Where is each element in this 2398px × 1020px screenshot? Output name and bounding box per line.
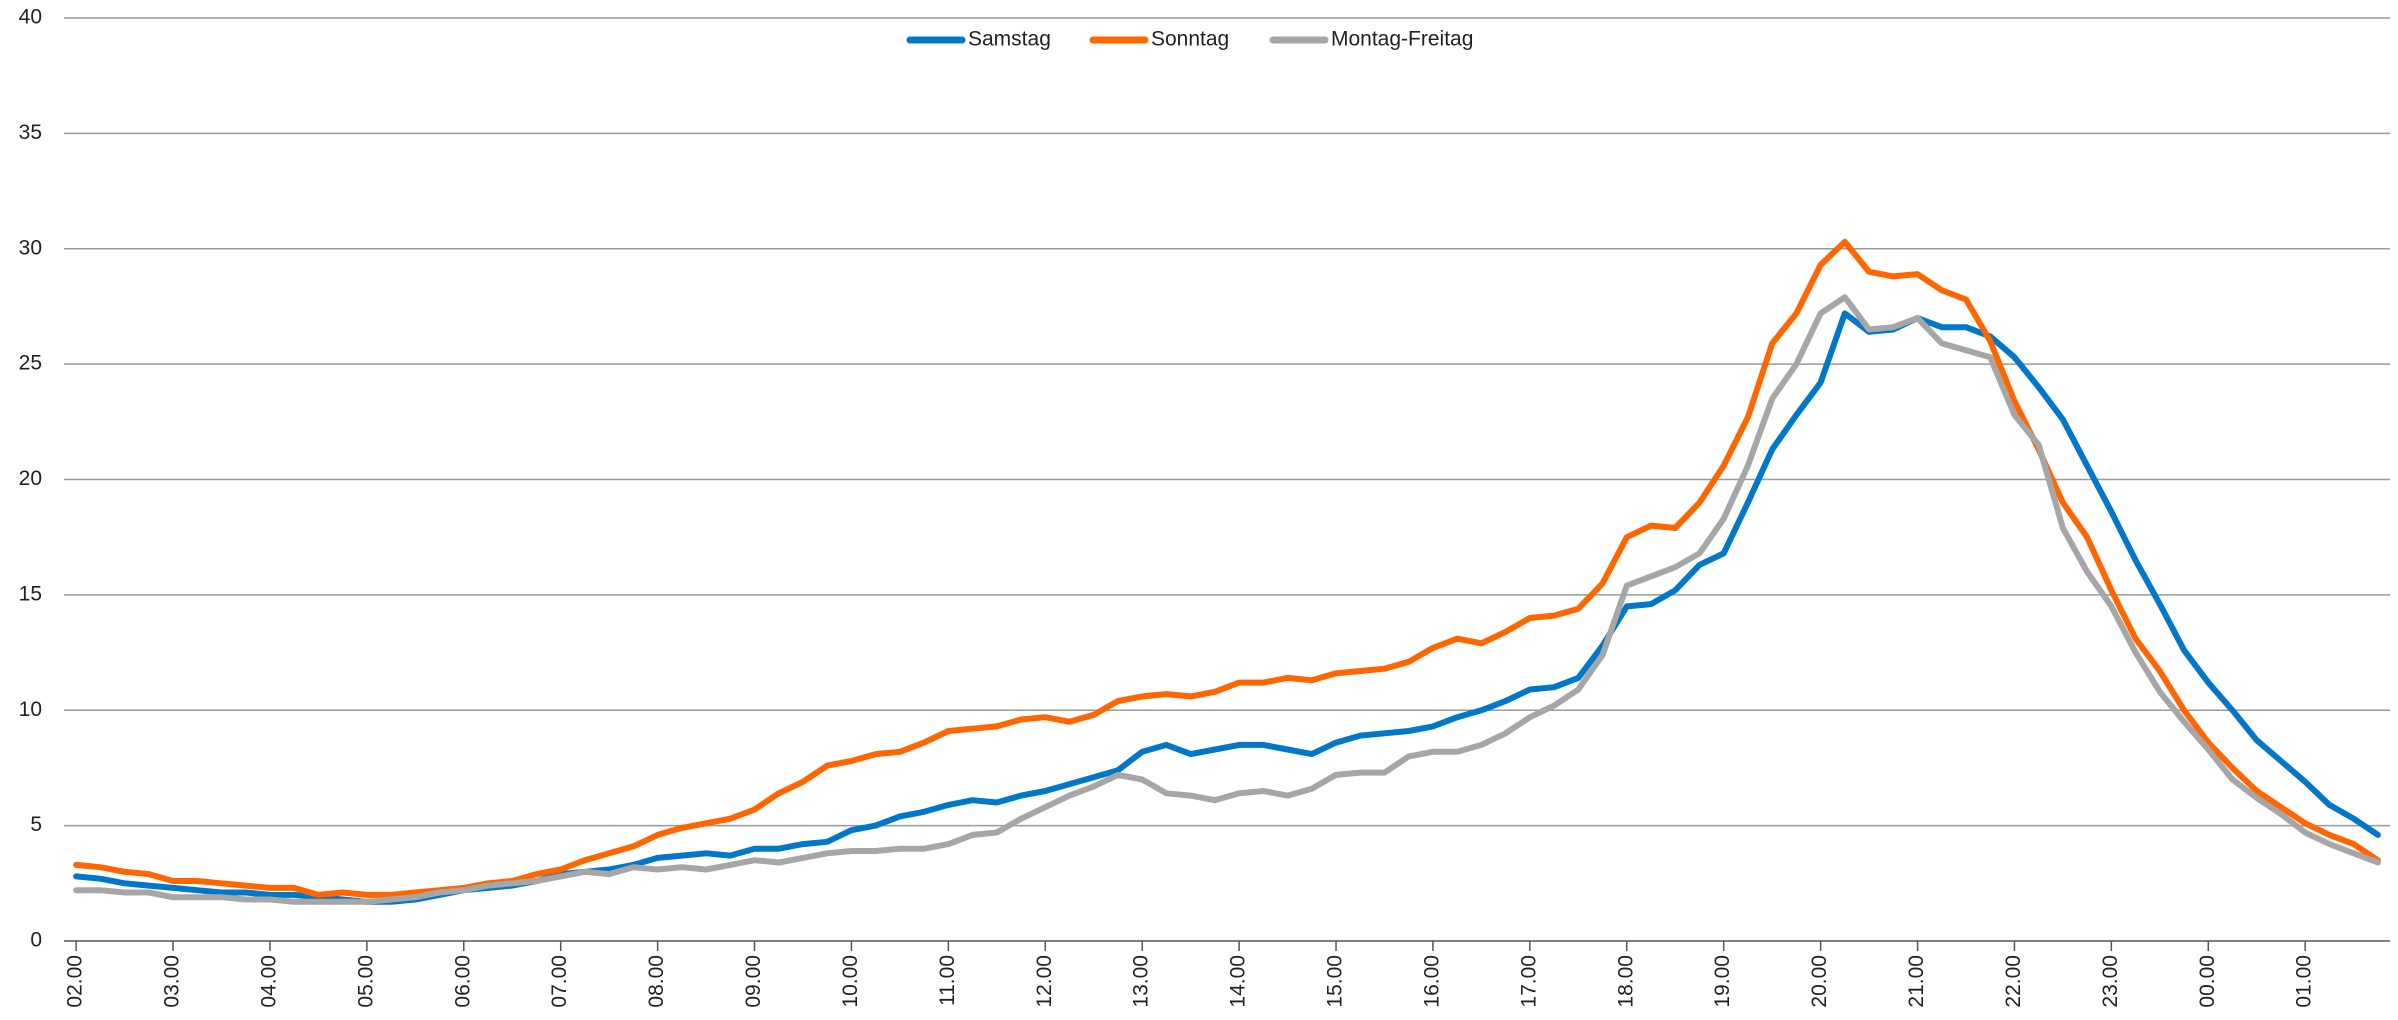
y-tick-label: 5 xyxy=(30,813,42,836)
x-tick-label: 10.00 xyxy=(839,955,862,1008)
x-tick-label: 08.00 xyxy=(645,955,668,1008)
x-tick-label: 07.00 xyxy=(548,955,571,1008)
x-tick-label: 11.00 xyxy=(936,955,959,1006)
x-tick-label: 01.00 xyxy=(2293,955,2316,1008)
x-tick-label: 15.00 xyxy=(1324,955,1347,1008)
x-tick-label: 00.00 xyxy=(2196,955,2219,1008)
x-tick-label: 17.00 xyxy=(1517,955,1540,1008)
x-tick-label: 19.00 xyxy=(1711,955,1734,1008)
x-tick-label: 18.00 xyxy=(1614,955,1637,1008)
y-tick-label: 30 xyxy=(19,236,42,259)
x-tick-label: 13.00 xyxy=(1130,955,1153,1008)
x-tick-label: 02.00 xyxy=(64,955,87,1008)
series-line xyxy=(73,310,2381,905)
x-tick-label: 20.00 xyxy=(1808,955,1831,1008)
legend-label: Montag-Freitag xyxy=(1331,28,1473,51)
y-tick-label: 40 xyxy=(19,6,42,29)
x-tick-label: 03.00 xyxy=(161,955,184,1008)
series-line xyxy=(73,294,2381,905)
x-tick-label: 09.00 xyxy=(742,955,765,1008)
x-tick-label: 16.00 xyxy=(1420,955,1443,1008)
x-tick-label: 04.00 xyxy=(257,955,280,1008)
x-tick-label: 12.00 xyxy=(1033,955,1056,1008)
y-tick-label: 0 xyxy=(30,929,42,952)
x-tick-label: 22.00 xyxy=(2002,955,2025,1008)
x-tick-label: 23.00 xyxy=(2099,955,2122,1008)
x-tick-label: 21.00 xyxy=(1905,955,1928,1008)
x-tick-label: 05.00 xyxy=(354,955,377,1008)
legend-label: Samstag xyxy=(968,28,1051,51)
y-tick-label: 15 xyxy=(19,582,42,605)
y-tick-label: 10 xyxy=(19,698,42,721)
y-tick-label: 25 xyxy=(19,352,42,375)
x-tick-label: 06.00 xyxy=(451,955,474,1008)
x-tick-label: 14.00 xyxy=(1227,955,1250,1008)
y-tick-label: 35 xyxy=(19,121,42,144)
y-tick-label: 20 xyxy=(19,467,42,490)
legend-label: Sonntag xyxy=(1151,28,1229,51)
